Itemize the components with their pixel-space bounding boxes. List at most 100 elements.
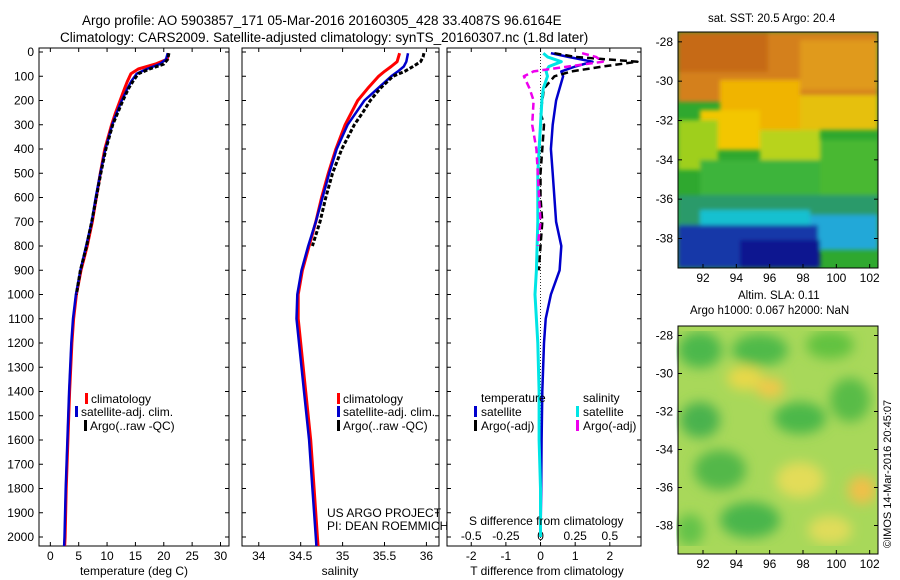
map-x-tick-label: 100	[826, 557, 846, 571]
map-y-tick-label: -30	[656, 74, 674, 88]
sla-map-title-line2: Argo h1000: 0.067 h2000: NaN	[690, 305, 850, 317]
temperature-axis-label: temperature (deg C)	[80, 564, 188, 578]
salinity-axis-label: salinity	[322, 564, 359, 578]
sst-map	[677, 31, 879, 269]
map-y-tick-label: -32	[656, 114, 674, 128]
x-tick-label: -1	[501, 549, 512, 563]
map-y-tick-label: -34	[656, 443, 674, 457]
x-tick-label: 15	[129, 549, 143, 563]
map-x-tick-label: 94	[730, 557, 744, 571]
depth-tick-label: 600	[14, 191, 34, 205]
map-x-tick-label: 96	[763, 557, 777, 571]
x-tick-label: 5	[75, 549, 82, 563]
map-x-tick-label: 98	[796, 557, 810, 571]
x-tick-label: 35.5	[373, 549, 397, 563]
series-line	[533, 52, 563, 537]
difference-panel-frame	[446, 47, 642, 547]
map-y-tick-label: -38	[656, 519, 674, 533]
legend-label: satellite-adj. clim.	[343, 405, 435, 419]
map-x-tick-label: 92	[696, 557, 710, 571]
map-x-tick-label: 102	[860, 271, 880, 285]
temperature-legend: climatology satellite-adj. clim. Argo(..…	[75, 392, 175, 433]
series-line	[522, 51, 605, 247]
x-tick-label: 36	[420, 549, 434, 563]
s-difference-axis-label: S difference from climatology	[469, 514, 624, 528]
salinity-panel-frame	[241, 47, 440, 547]
depth-tick-label: 1200	[7, 336, 34, 350]
series-line	[74, 52, 171, 295]
map-y-tick-label: -28	[656, 329, 674, 343]
map-y-tick-label: -28	[656, 35, 674, 49]
series-line	[62, 52, 169, 546]
x-tick-label: 0	[47, 549, 54, 563]
depth-tick-label: 500	[14, 166, 34, 180]
series-line	[296, 52, 402, 546]
map-y-tick-label: -34	[656, 153, 674, 167]
legend-label: satellite	[481, 405, 522, 419]
legend-label: climatology	[343, 392, 403, 406]
depth-tick-label: 900	[14, 263, 34, 277]
x-tick-label: 25	[185, 549, 199, 563]
sst-map-title: sat. SST: 20.5 Argo: 20.4	[708, 13, 836, 25]
series-line	[537, 51, 639, 271]
series-line	[310, 52, 426, 247]
map-y-tick-label: -38	[656, 232, 674, 246]
x-tick-label: 0	[537, 549, 544, 563]
map-y-tick-label: -36	[656, 192, 674, 206]
figure-title-line1: Argo profile: AO 5903857_171 05-Mar-2016…	[82, 13, 562, 28]
x-tick-label: 30	[214, 549, 228, 563]
legend-label: Argo(..raw -QC)	[90, 419, 175, 433]
depth-tick-label: 1100	[8, 312, 34, 326]
depth-tick-label: 1500	[7, 409, 34, 423]
s-tick-label: 0.25	[563, 529, 587, 543]
legend-label: Argo(-adj)	[481, 419, 534, 433]
legend-label: Argo(..raw -QC)	[343, 419, 428, 433]
x-tick-label: 20	[157, 549, 171, 563]
depth-tick-label: 1600	[7, 433, 34, 447]
map-x-tick-label: 94	[730, 271, 744, 285]
depth-tick-label: 1800	[7, 482, 34, 496]
depth-tick-label: 300	[14, 118, 34, 132]
depth-tick-label: 1700	[7, 457, 34, 471]
map-y-tick-label: -36	[656, 481, 674, 495]
map-x-tick-label: 102	[860, 557, 880, 571]
map-y-tick-label: -30	[656, 367, 674, 381]
depth-tick-label: 400	[14, 142, 34, 156]
depth-tick-label: 200	[14, 94, 34, 108]
figure-title-line2: Climatology: CARS2009. Satellite-adjuste…	[60, 30, 589, 45]
t-difference-axis-label: T difference from climatology	[470, 564, 624, 578]
series-line	[63, 52, 170, 546]
map-x-tick-label: 98	[796, 271, 810, 285]
legend-label: satellite-adj. clim.	[81, 405, 173, 419]
depth-tick-label: 0	[27, 45, 34, 59]
depth-tick-label: 800	[14, 239, 34, 253]
x-tick-label: 10	[100, 549, 114, 563]
x-tick-label: 35	[336, 549, 350, 563]
depth-tick-label: 100	[14, 69, 34, 83]
depth-tick-label: 1900	[7, 506, 34, 520]
s-tick-label: -0.5	[461, 529, 482, 543]
difference-legend: temperature salinity satellite Argo(-adj…	[474, 391, 636, 433]
temperature-panel-frame	[38, 47, 230, 547]
depth-tick-label: 1300	[7, 360, 34, 374]
x-tick-label: 34.5	[289, 549, 313, 563]
depth-tick-label: 700	[14, 215, 34, 229]
legend-label: satellite	[583, 405, 624, 419]
x-tick-label: 1	[572, 549, 579, 563]
pi-annotation: PI: DEAN ROEMMICH	[327, 519, 448, 533]
legend-label: climatology	[91, 392, 151, 406]
series-line	[539, 51, 594, 538]
series-line	[295, 52, 410, 546]
x-tick-label: 34	[252, 549, 266, 563]
depth-tick-label: 1400	[7, 385, 34, 399]
depth-tick-label: 1000	[7, 288, 34, 302]
sla-map-title-line1: Altim. SLA: 0.11	[738, 290, 820, 302]
x-tick-label: -2	[466, 549, 477, 563]
map-y-tick-label: -32	[656, 405, 674, 419]
salinity-legend: climatology satellite-adj. clim. Argo(..…	[337, 392, 435, 433]
s-tick-label: 0.5	[601, 529, 618, 543]
x-tick-label: 2	[606, 549, 613, 563]
project-annotation: US ARGO PROJECT	[327, 506, 442, 520]
s-tick-label: -0.25	[492, 529, 520, 543]
